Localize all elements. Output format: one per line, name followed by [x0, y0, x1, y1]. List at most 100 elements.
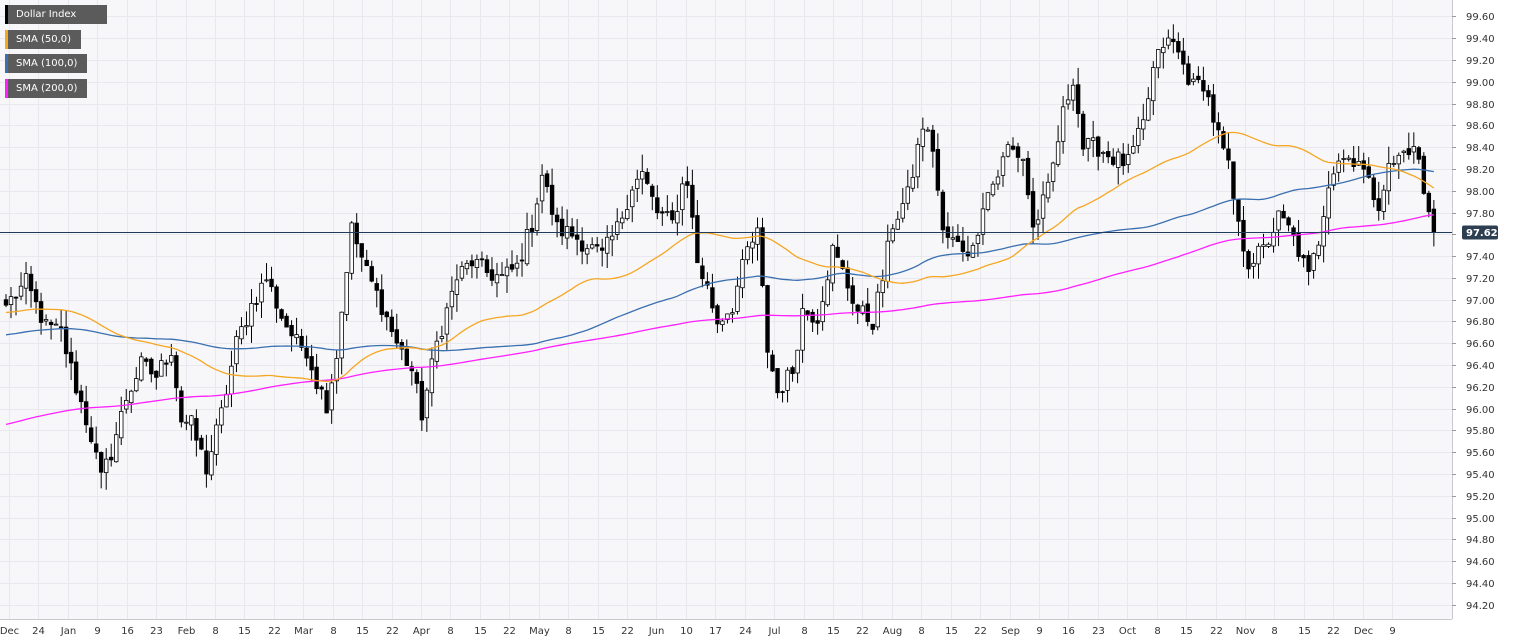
candle-body [359, 243, 364, 258]
candle-body [710, 287, 715, 309]
candle-body [795, 349, 800, 374]
candle-body [1396, 154, 1401, 165]
candle-body [254, 303, 259, 305]
y-tick-label: 98.40 [1466, 143, 1495, 154]
candle-body [750, 241, 755, 249]
candle-body [1030, 191, 1036, 228]
candle-body [294, 334, 299, 339]
current-price-tag [1462, 225, 1498, 240]
candle-body [1111, 156, 1116, 165]
x-axis-ticks: Dec 24 Jan 9 16 23 Feb 8 15 22 Mar 8 15 22 Apr 8 15 22 May… [0, 626, 1396, 637]
candle-body [665, 211, 670, 213]
x-tick-label: 9 [94, 626, 100, 637]
candle-body [409, 366, 415, 372]
candle-body [53, 323, 59, 326]
candle-body [725, 313, 730, 321]
candle-body [384, 311, 389, 318]
candle-body [1221, 131, 1226, 149]
candle-body [354, 222, 359, 245]
candle-body [439, 336, 445, 339]
x-tick-label: 8 [1154, 626, 1160, 637]
candle-body [83, 401, 89, 426]
legend-label-sma-100: SMA (100,0) [16, 58, 78, 69]
candle-body [610, 235, 615, 241]
candle-body [1211, 94, 1216, 123]
x-tick-label: Oct [1119, 626, 1136, 637]
candle-body [720, 320, 725, 326]
candle-body [1090, 137, 1096, 141]
x-tick-label: 9 [1389, 626, 1395, 637]
candle-body [374, 283, 379, 291]
candle-body [214, 424, 219, 455]
candle-body [209, 451, 214, 476]
legend-sma-200: SMA (200,0) [5, 79, 87, 98]
candle-body [98, 452, 104, 473]
candle-body [174, 355, 179, 389]
candle-body [700, 265, 705, 280]
candle-body [519, 259, 525, 262]
candle-body [78, 390, 84, 403]
candle-body [1010, 145, 1016, 150]
candle-body [504, 266, 510, 277]
candle-body [1431, 208, 1437, 233]
candle-body [835, 246, 840, 258]
candle-body [760, 227, 765, 287]
candle-body [620, 217, 625, 224]
candle-body [800, 308, 805, 351]
candle-body [935, 148, 941, 191]
candle-body [574, 234, 580, 240]
candle-body [164, 362, 169, 365]
candle-body [1106, 151, 1111, 158]
candle-body [745, 246, 750, 261]
y-tick-label: 96.80 [1466, 317, 1495, 328]
candle-body [489, 269, 495, 281]
candle-body [329, 382, 334, 411]
candle-body [650, 185, 655, 197]
candle-body [1085, 138, 1091, 149]
x-tick-label: 15 [1180, 626, 1193, 637]
candle-body [13, 296, 19, 299]
candle-body [1351, 158, 1356, 167]
candle-body [479, 258, 485, 261]
candle-body [685, 181, 690, 186]
candle-body [449, 290, 455, 308]
candle-body [38, 301, 44, 323]
candle-body [1075, 84, 1081, 114]
candle-body [334, 358, 339, 382]
candle-body [454, 279, 460, 295]
candle-body [484, 259, 490, 273]
candle-body [1005, 144, 1011, 157]
candle-body [154, 370, 159, 378]
candle-body [429, 358, 435, 394]
candle-body [1401, 150, 1406, 153]
x-tick-label: Jun [648, 626, 665, 637]
sma-200-line [5, 214, 1434, 426]
candle-body [1171, 38, 1176, 43]
candle-body [1161, 46, 1166, 54]
candle-body [675, 211, 680, 224]
candle-body [655, 197, 660, 214]
x-tick-label: 22 [856, 626, 869, 637]
x-tick-label: 22 [386, 626, 399, 637]
candle-body [1356, 161, 1361, 166]
candle-body [1241, 219, 1246, 252]
x-tick-label: 8 [1271, 626, 1277, 637]
candle-body [544, 173, 550, 187]
candle-body [499, 274, 505, 276]
candle-body [780, 391, 785, 393]
sma-100-line [5, 168, 1434, 352]
x-tick-label: 8 [212, 626, 218, 637]
candle-body [264, 279, 269, 282]
candle-body [640, 171, 645, 180]
candle-body [1100, 152, 1106, 154]
x-tick-label: May [529, 626, 550, 637]
x-tick-label: 15 [474, 626, 487, 637]
candle-body [1216, 122, 1221, 131]
y-tick-label: 96.60 [1466, 339, 1495, 350]
candle-body [815, 320, 820, 324]
candle-body [1035, 219, 1041, 225]
candle-body [1156, 49, 1161, 69]
candle-body [715, 305, 720, 325]
candle-body [529, 227, 535, 232]
candle-body [1095, 136, 1101, 157]
